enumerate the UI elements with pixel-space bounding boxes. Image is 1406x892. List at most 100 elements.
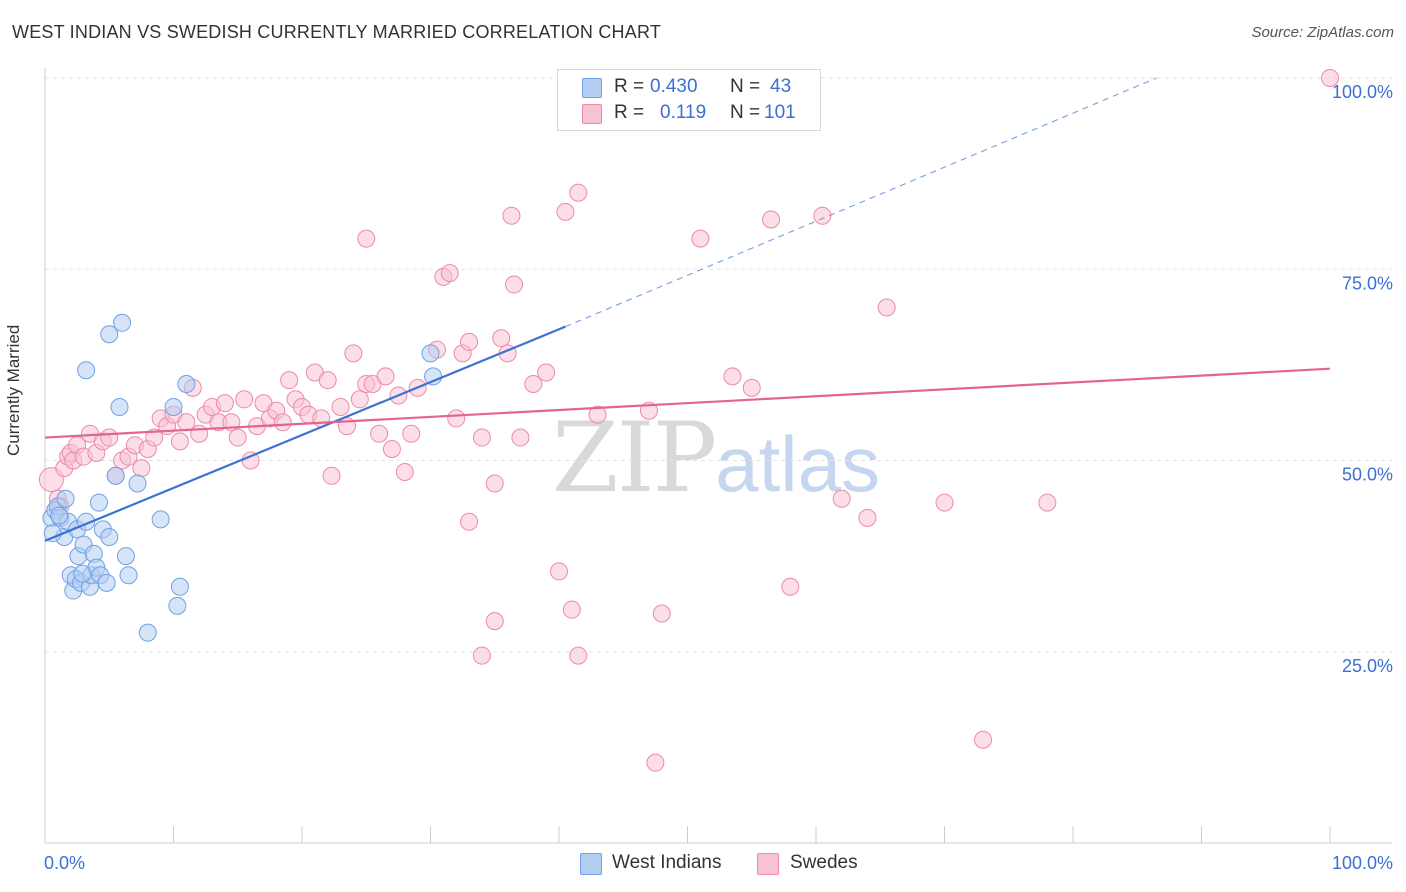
- point-swedes: [832, 489, 851, 508]
- point-swedes: [344, 344, 363, 363]
- point-swedes: [382, 440, 401, 459]
- point-west-indians: [100, 528, 119, 546]
- point-swedes: [492, 329, 511, 348]
- point-swedes: [228, 428, 247, 447]
- point-swedes: [170, 432, 189, 451]
- point-swedes: [639, 401, 658, 420]
- point-swedes: [723, 367, 742, 386]
- point-swedes: [273, 413, 292, 432]
- axes: [44, 68, 1392, 844]
- point-swedes: [858, 508, 877, 527]
- point-swedes: [1038, 493, 1057, 512]
- n-value: 101: [764, 102, 796, 123]
- point-west-indians: [421, 344, 440, 363]
- point-swedes: [357, 229, 376, 248]
- r-value: 0.430: [650, 76, 698, 97]
- point-swedes: [813, 206, 832, 225]
- point-swedes: [395, 462, 414, 481]
- point-swedes: [537, 363, 556, 382]
- watermark-atlas: atlas: [715, 420, 880, 508]
- point-swedes: [376, 367, 395, 386]
- watermark: ZIPatlas: [552, 402, 880, 514]
- point-west-indians: [89, 493, 108, 512]
- x-tick-label: 100.0%: [1332, 853, 1393, 873]
- trend-line-swedes: [44, 367, 1331, 439]
- point-swedes: [280, 371, 299, 390]
- point-swedes: [781, 577, 800, 596]
- point-swedes: [562, 600, 581, 619]
- point-swedes: [1321, 69, 1339, 87]
- point-swedes: [370, 424, 389, 443]
- point-swedes: [502, 206, 521, 225]
- n-label: N =: [730, 76, 761, 97]
- point-swedes: [100, 428, 119, 447]
- point-west-indians: [100, 325, 119, 344]
- point-west-indians: [151, 510, 170, 529]
- point-swedes: [440, 264, 459, 283]
- point-west-indians: [113, 313, 132, 332]
- y-tick-label: 50.0%: [1342, 465, 1393, 485]
- r-label: R =: [614, 76, 645, 97]
- point-swedes: [485, 474, 504, 493]
- point-west-indians: [106, 466, 125, 485]
- point-west-indians: [170, 577, 189, 596]
- y-tick-label: 25.0%: [1342, 656, 1393, 676]
- point-swedes: [505, 275, 524, 294]
- trend-line-west-indians: [44, 325, 566, 542]
- point-swedes: [235, 390, 254, 409]
- point-swedes: [190, 424, 209, 443]
- data-points: [38, 69, 1339, 772]
- point-swedes: [132, 459, 151, 478]
- point-swedes: [762, 210, 781, 229]
- point-west-indians: [128, 474, 147, 493]
- point-swedes: [974, 730, 993, 749]
- point-west-indians: [50, 506, 69, 525]
- point-swedes: [691, 229, 710, 248]
- point-swedes: [569, 183, 588, 202]
- point-swedes: [511, 428, 530, 447]
- point-west-indians: [116, 547, 135, 566]
- point-west-indians: [177, 375, 196, 393]
- point-swedes: [460, 512, 479, 531]
- point-swedes: [331, 397, 350, 416]
- point-swedes: [588, 405, 607, 424]
- point-west-indians: [164, 397, 183, 416]
- point-swedes: [485, 612, 504, 631]
- point-west-indians: [119, 566, 138, 585]
- point-swedes: [742, 378, 761, 397]
- point-west-indians: [77, 361, 96, 380]
- point-west-indians: [424, 367, 443, 386]
- point-swedes: [350, 390, 369, 409]
- point-swedes: [472, 646, 491, 665]
- y-tick-label: 75.0%: [1342, 273, 1393, 293]
- n-label: N =: [730, 102, 761, 123]
- point-west-indians: [168, 596, 187, 615]
- point-swedes: [524, 375, 543, 393]
- point-swedes: [472, 428, 491, 447]
- point-west-indians: [97, 573, 116, 592]
- legend-row-swedes: R = 0.119 N = 101: [558, 101, 820, 127]
- point-swedes: [556, 202, 575, 221]
- r-label: R =: [614, 102, 645, 123]
- grid-lines: [45, 77, 1392, 653]
- point-west-indians: [73, 564, 92, 583]
- point-swedes: [935, 493, 954, 512]
- point-swedes: [447, 409, 466, 428]
- legend-swatch-swedes: [582, 104, 602, 124]
- point-swedes: [569, 646, 588, 665]
- point-swedes: [646, 753, 665, 772]
- point-swedes: [215, 394, 234, 413]
- point-west-indians: [56, 489, 75, 508]
- legend-label-swedes: Swedes: [790, 852, 858, 873]
- watermark-zip: ZIP: [552, 402, 717, 514]
- point-swedes: [402, 424, 421, 443]
- point-swedes: [652, 604, 671, 623]
- tick-labels: 25.0% 50.0% 75.0% 100.0% 0.0% 100.0%: [44, 82, 1393, 873]
- chart-title: WEST INDIAN VS SWEDISH CURRENTLY MARRIED…: [12, 22, 662, 42]
- stats-legend: R = 0.430 N = 43 R = 0.119 N = 101: [557, 69, 821, 131]
- x-tick-label: 0.0%: [44, 853, 85, 873]
- point-swedes: [318, 371, 337, 390]
- trend-line-west-indians-extension: [565, 77, 1157, 328]
- point-west-indians: [138, 623, 157, 642]
